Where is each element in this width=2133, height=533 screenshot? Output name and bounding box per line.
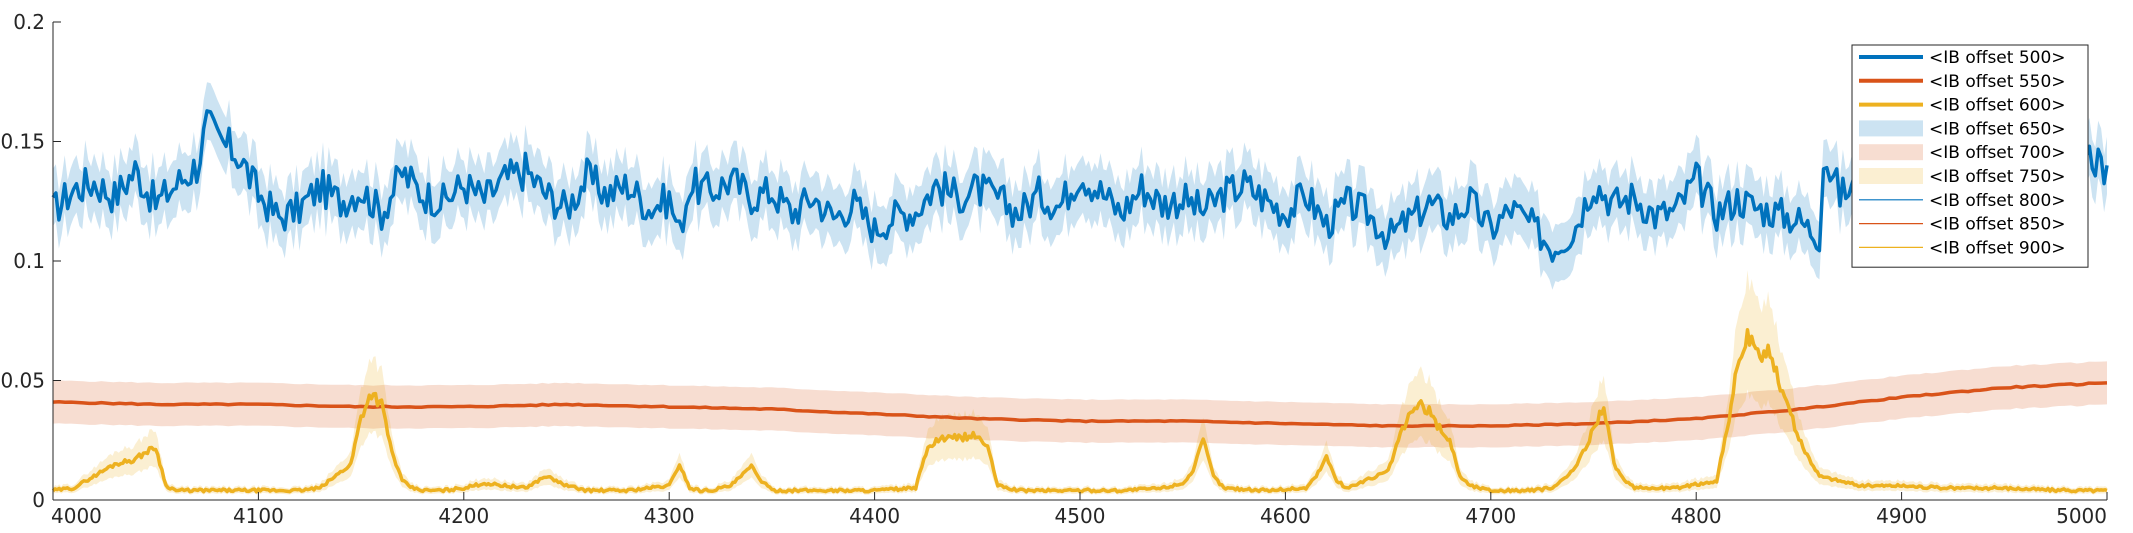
x-tick-label: 4000 xyxy=(51,504,102,528)
legend-label: <IB offset 850> xyxy=(1929,215,2066,235)
legend: <IB offset 500> <IB offset 550> <IB offset… xyxy=(1851,44,2089,268)
legend-swatch-patch xyxy=(1859,120,1923,137)
series-line-blue xyxy=(51,109,2109,263)
x-tick-label: 4300 xyxy=(644,504,695,528)
x-tick-label: 5000 xyxy=(2056,504,2107,528)
legend-label: <IB offset 700> xyxy=(1929,143,2066,163)
x-tick-label: 4800 xyxy=(1671,504,1722,528)
legend-label: <IB offset 500> xyxy=(1929,48,2066,68)
x-tick-label: 4700 xyxy=(1465,504,1516,528)
y-tick-label: 0.2 xyxy=(13,10,45,34)
x-tick-label: 4400 xyxy=(849,504,900,528)
confidence-bands xyxy=(53,82,2107,495)
y-tick-label: 0.1 xyxy=(13,249,45,273)
y-axis-ticks: 0 0.05 0.1 0.15 0.2 xyxy=(0,10,61,512)
legend-label: <IB offset 650> xyxy=(1929,119,2066,139)
x-tick-label: 4200 xyxy=(438,504,489,528)
y-tick-label: 0.15 xyxy=(0,130,45,154)
legend-label: <IB offset 900> xyxy=(1929,238,2066,258)
x-tick-label: 4500 xyxy=(1055,504,1106,528)
series-line-orange xyxy=(52,381,2108,429)
x-tick-label: 4100 xyxy=(233,504,284,528)
x-tick-label: 4900 xyxy=(1876,504,1927,528)
y-tick-label: 0 xyxy=(32,488,45,512)
x-tick-label: 4600 xyxy=(1260,504,1311,528)
series-line-yellow xyxy=(51,327,2108,494)
legend-label: <IB offset 800> xyxy=(1929,191,2066,211)
legend-swatch-patch xyxy=(1859,168,1923,184)
y-tick-label: 0.05 xyxy=(0,369,45,393)
legend-label: <IB offset 600> xyxy=(1929,96,2066,116)
legend-label: <IB offset 750> xyxy=(1929,167,2066,187)
legend-swatch-patch xyxy=(1859,144,1923,161)
legend-label: <IB offset 550> xyxy=(1929,72,2066,92)
band-yellow xyxy=(53,270,2107,495)
series-lines xyxy=(51,109,2109,494)
x-axis-ticks: 4000 4100 4200 4300 4400 4500 4600 4700 4800 4900… xyxy=(51,492,2108,528)
axes: 4000 4100 4200 4300 4400 4500 4600 4700 4800 4900… xyxy=(0,10,2108,528)
